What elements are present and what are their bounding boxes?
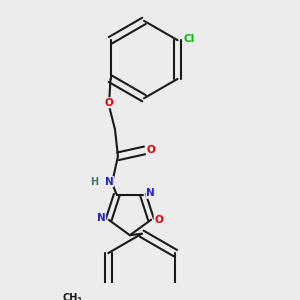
Text: H: H [90, 177, 98, 187]
Text: N: N [105, 177, 113, 187]
Text: O: O [146, 146, 155, 155]
Text: O: O [105, 98, 113, 108]
Text: Cl: Cl [184, 34, 195, 44]
Text: O: O [154, 215, 163, 225]
Text: CH₃: CH₃ [62, 293, 82, 300]
Text: N: N [97, 213, 106, 223]
Text: N: N [146, 188, 155, 198]
